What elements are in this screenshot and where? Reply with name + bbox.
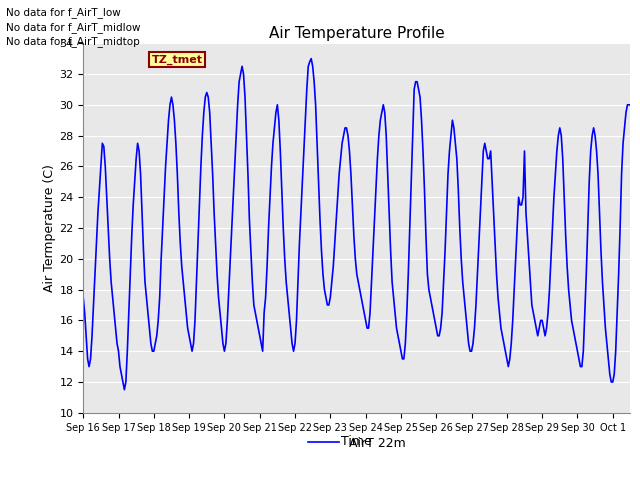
Text: No data for f_AirT_midtop: No data for f_AirT_midtop [6,36,140,47]
Text: TZ_tmet: TZ_tmet [152,54,203,64]
Y-axis label: Air Termperature (C): Air Termperature (C) [44,164,56,292]
Text: No data for f_AirT_low: No data for f_AirT_low [6,7,121,18]
Text: No data for f_AirT_midlow: No data for f_AirT_midlow [6,22,141,33]
Legend: AirT 22m: AirT 22m [303,432,411,455]
X-axis label: Time: Time [341,435,372,448]
Title: Air Temperature Profile: Air Temperature Profile [269,25,445,41]
